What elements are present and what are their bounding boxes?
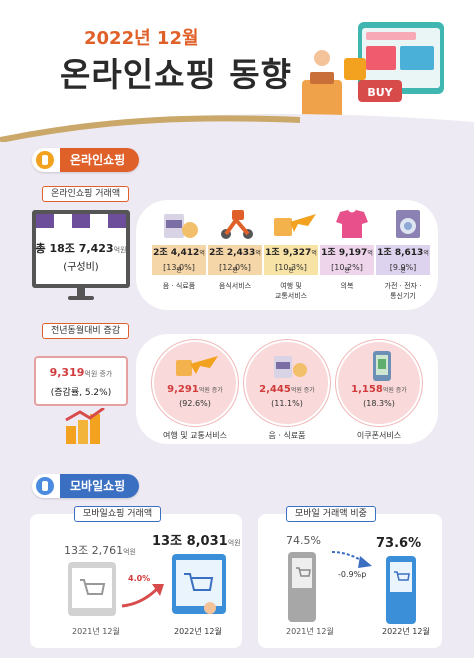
category-food-service-label: 음식서비스 — [218, 282, 252, 290]
increase-travel: 9,291억원 증가 (92.6%) — [152, 340, 238, 426]
tablet-cart-icon-prev — [68, 562, 116, 616]
yoy-tag: 전년동월대비 증감 — [42, 323, 130, 339]
food-milk-icon — [274, 356, 307, 378]
increase-food-value: 2,445억원 증가 — [259, 384, 315, 395]
category-electronics-label: 가전 · 전자 · 통신기기 — [384, 282, 422, 300]
category-electronics-pct: [9.9%] — [376, 261, 430, 275]
coins-growth-icon — [65, 408, 105, 444]
page-title: 온라인쇼핑 동향 — [60, 55, 293, 94]
category-travel-pct: [10.3%] — [264, 261, 318, 275]
increase-ecoupon: 1,158억원 증가 (18.3%) — [336, 340, 422, 426]
online-total: 총 18조 7,423억원 — [35, 242, 127, 255]
mobile-prev-value: 13조 2,761억원 — [64, 544, 136, 557]
monitor-stand — [68, 288, 94, 300]
report-period: 2022년 12월 — [84, 28, 199, 49]
increase-ecoupon-pct: (18.3%) — [363, 399, 395, 408]
decrease-arrow-icon — [331, 551, 372, 568]
category-food: 2조 4,412억원 [13.0%] 음 · 식료품 — [152, 245, 206, 291]
category-clothing-label: 의복 — [340, 282, 354, 290]
mobile-share-change: -0.9%p — [338, 570, 367, 579]
storefront-awning-icon — [36, 214, 126, 228]
section-mobile-label: 모바일쇼핑 — [60, 474, 140, 498]
online-section-icon — [36, 151, 54, 169]
increase-ecoupon-value: 1,158억원 증가 — [351, 384, 407, 395]
mobile-prev-share: 74.5% — [286, 534, 321, 547]
online-volume-tag: 온라인쇼핑 거래액 — [42, 186, 130, 202]
increase-ecoupon-label: 이쿠폰서비스 — [356, 431, 402, 440]
mobile-curr-period: 2022년 12월 — [174, 627, 222, 636]
tablet-cart-icon-curr — [172, 554, 226, 614]
category-travel-label: 여행 및 교통서비스 — [274, 282, 308, 300]
yoy-rate: (증감률, 5.2%) — [50, 388, 112, 398]
travel-airplane-icon — [176, 356, 218, 376]
section-mobile-shopping: 모바일쇼핑 — [32, 474, 140, 498]
storefront-monitor: 총 18조 7,423억원 (구성비) — [32, 210, 130, 288]
yoy-total-value: 9,319억원 증가 — [49, 366, 113, 379]
increase-food-label: 음 · 식료품 — [268, 431, 306, 440]
header-swoosh — [0, 114, 474, 148]
washing-machine-icon — [396, 210, 420, 238]
section-online-label: 온라인쇼핑 — [60, 148, 140, 172]
category-electronics: 1조 8,613억원 [9.9%] 가전 · 전자 ·통신기기 — [376, 245, 430, 301]
mobile-share-prev-period: 2021년 12월 — [286, 627, 334, 636]
mobile-share-tag: 모바일 거래액 비중 — [286, 506, 376, 522]
mobile-share-curr-period: 2022년 12월 — [382, 627, 430, 636]
ecoupon-phone-icon — [373, 351, 391, 381]
phone-cart-icon-prev — [288, 552, 316, 622]
yoy-total-box: 9,319억원 증가 (증감률, 5.2%) — [34, 356, 128, 406]
increase-food-pct: (11.1%) — [271, 399, 303, 408]
section-online-shopping: 온라인쇼핑 — [32, 148, 140, 172]
mobile-growth-rate: 4.0% — [128, 574, 151, 583]
shirt-icon — [336, 210, 368, 238]
increase-travel-label: 여행 및 교통서비스 — [163, 431, 227, 440]
milk-icon — [164, 214, 198, 238]
mobile-curr-share: 73.6% — [376, 536, 422, 551]
online-total-value: 18조 7,423 — [49, 242, 114, 255]
mobile-volume-tag: 모바일쇼핑 거래액 — [74, 506, 162, 522]
header: 2022년 12월 온라인쇼핑 동향 BUY — [0, 0, 474, 148]
category-electronics-value: 1조 8,613억원 — [376, 245, 430, 274]
delivery-scooter-icon — [221, 210, 253, 239]
category-clothing-pct: [10.2%] — [320, 261, 374, 275]
mobile-prev-period: 2021년 12월 — [72, 627, 120, 636]
category-food-value: 2조 4,412억원 — [152, 245, 206, 274]
category-food-service-value: 2조 2,433억원 — [208, 245, 262, 274]
online-total-note: (구성비) — [63, 262, 99, 273]
category-food-service-pct: [12.0%] — [208, 261, 262, 275]
increase-travel-value: 9,291억원 증가 — [167, 384, 223, 395]
phone-cart-icon-curr — [386, 556, 416, 624]
airplane-icon — [274, 214, 316, 236]
category-travel-value: 1조 9,327억원 — [264, 245, 318, 274]
shopping-illustration: BUY — [302, 22, 458, 137]
category-clothing: 1조 9,197억원 [10.2%] 의복 — [320, 245, 374, 291]
category-food-service: 2조 2,433억원 [12.0%] 음식서비스 — [208, 245, 262, 291]
mobile-curr-value: 13조 8,031억원 — [152, 534, 241, 549]
buy-sign-text: BUY — [367, 86, 393, 99]
category-food-pct: [13.0%] — [152, 261, 206, 275]
increase-food: 2,445억원 증가 (11.1%) — [244, 340, 330, 426]
category-clothing-value: 1조 9,197억원 — [320, 245, 374, 274]
increase-travel-pct: (92.6%) — [179, 399, 211, 408]
growth-arrow-icon — [121, 584, 164, 608]
category-food-label: 음 · 식료품 — [162, 282, 196, 290]
mobile-section-icon — [36, 477, 54, 495]
